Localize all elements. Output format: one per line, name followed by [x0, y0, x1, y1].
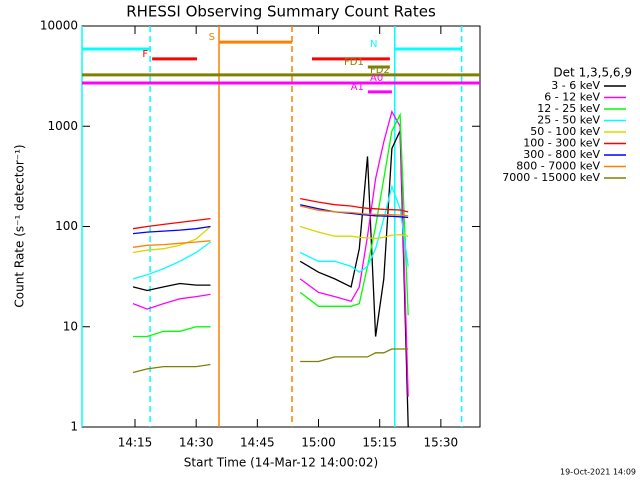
- chart-title: RHESSI Observing Summary Count Rates: [126, 3, 436, 21]
- y-tick-label: 1: [70, 420, 78, 434]
- legend-label: 3 - 6 keV: [551, 79, 600, 92]
- y-axis-label: Count Rate (s⁻¹ detector⁻¹): [13, 144, 27, 307]
- legend-title: Det 1,3,5,6,9: [553, 66, 632, 80]
- series-line: [132, 184, 409, 280]
- x-tick-label: 14:45: [240, 436, 275, 450]
- y-tick-label: 100: [55, 219, 78, 233]
- footer: 19-Oct-2021 14:09: [560, 468, 636, 477]
- series-line: [132, 109, 409, 397]
- legend-label: 12 - 25 keV: [537, 102, 600, 115]
- state-label: N: [370, 39, 377, 50]
- series-line: [132, 225, 409, 254]
- series-line: [132, 130, 409, 428]
- state-label: F: [142, 49, 148, 60]
- series-line: [132, 348, 409, 374]
- state-label: A1: [351, 82, 364, 93]
- series-line: [132, 205, 409, 248]
- legend-label: 50 - 100 keV: [530, 125, 600, 138]
- state-label: A0: [370, 73, 383, 84]
- x-tick-label: 15:00: [301, 436, 336, 450]
- y-tick-label: 10: [63, 319, 78, 333]
- state-label: FD2: [370, 65, 390, 76]
- series-line: [132, 197, 409, 230]
- legend-label: 25 - 50 keV: [537, 114, 600, 127]
- x-tick-label: 15:15: [362, 436, 397, 450]
- y-tick-label: 10000: [40, 19, 78, 33]
- legend-label: 800 - 7000 keV: [516, 160, 600, 173]
- state-label: S: [209, 32, 215, 43]
- y-tick-label: 1000: [47, 119, 78, 133]
- legend-label: 6 - 12 keV: [544, 91, 600, 104]
- x-tick-label: 14:15: [118, 436, 153, 450]
- legend-label: 7000 - 15000 keV: [502, 171, 600, 184]
- state-label: FD1: [344, 57, 364, 68]
- x-tick-label: 14:30: [179, 436, 214, 450]
- legend-label: 100 - 300 keV: [523, 137, 600, 150]
- x-axis-label: Start Time (14-Mar-12 14:00:02): [184, 456, 378, 470]
- x-tick-label: 15:30: [424, 436, 459, 450]
- legend-label: 300 - 800 keV: [523, 148, 600, 161]
